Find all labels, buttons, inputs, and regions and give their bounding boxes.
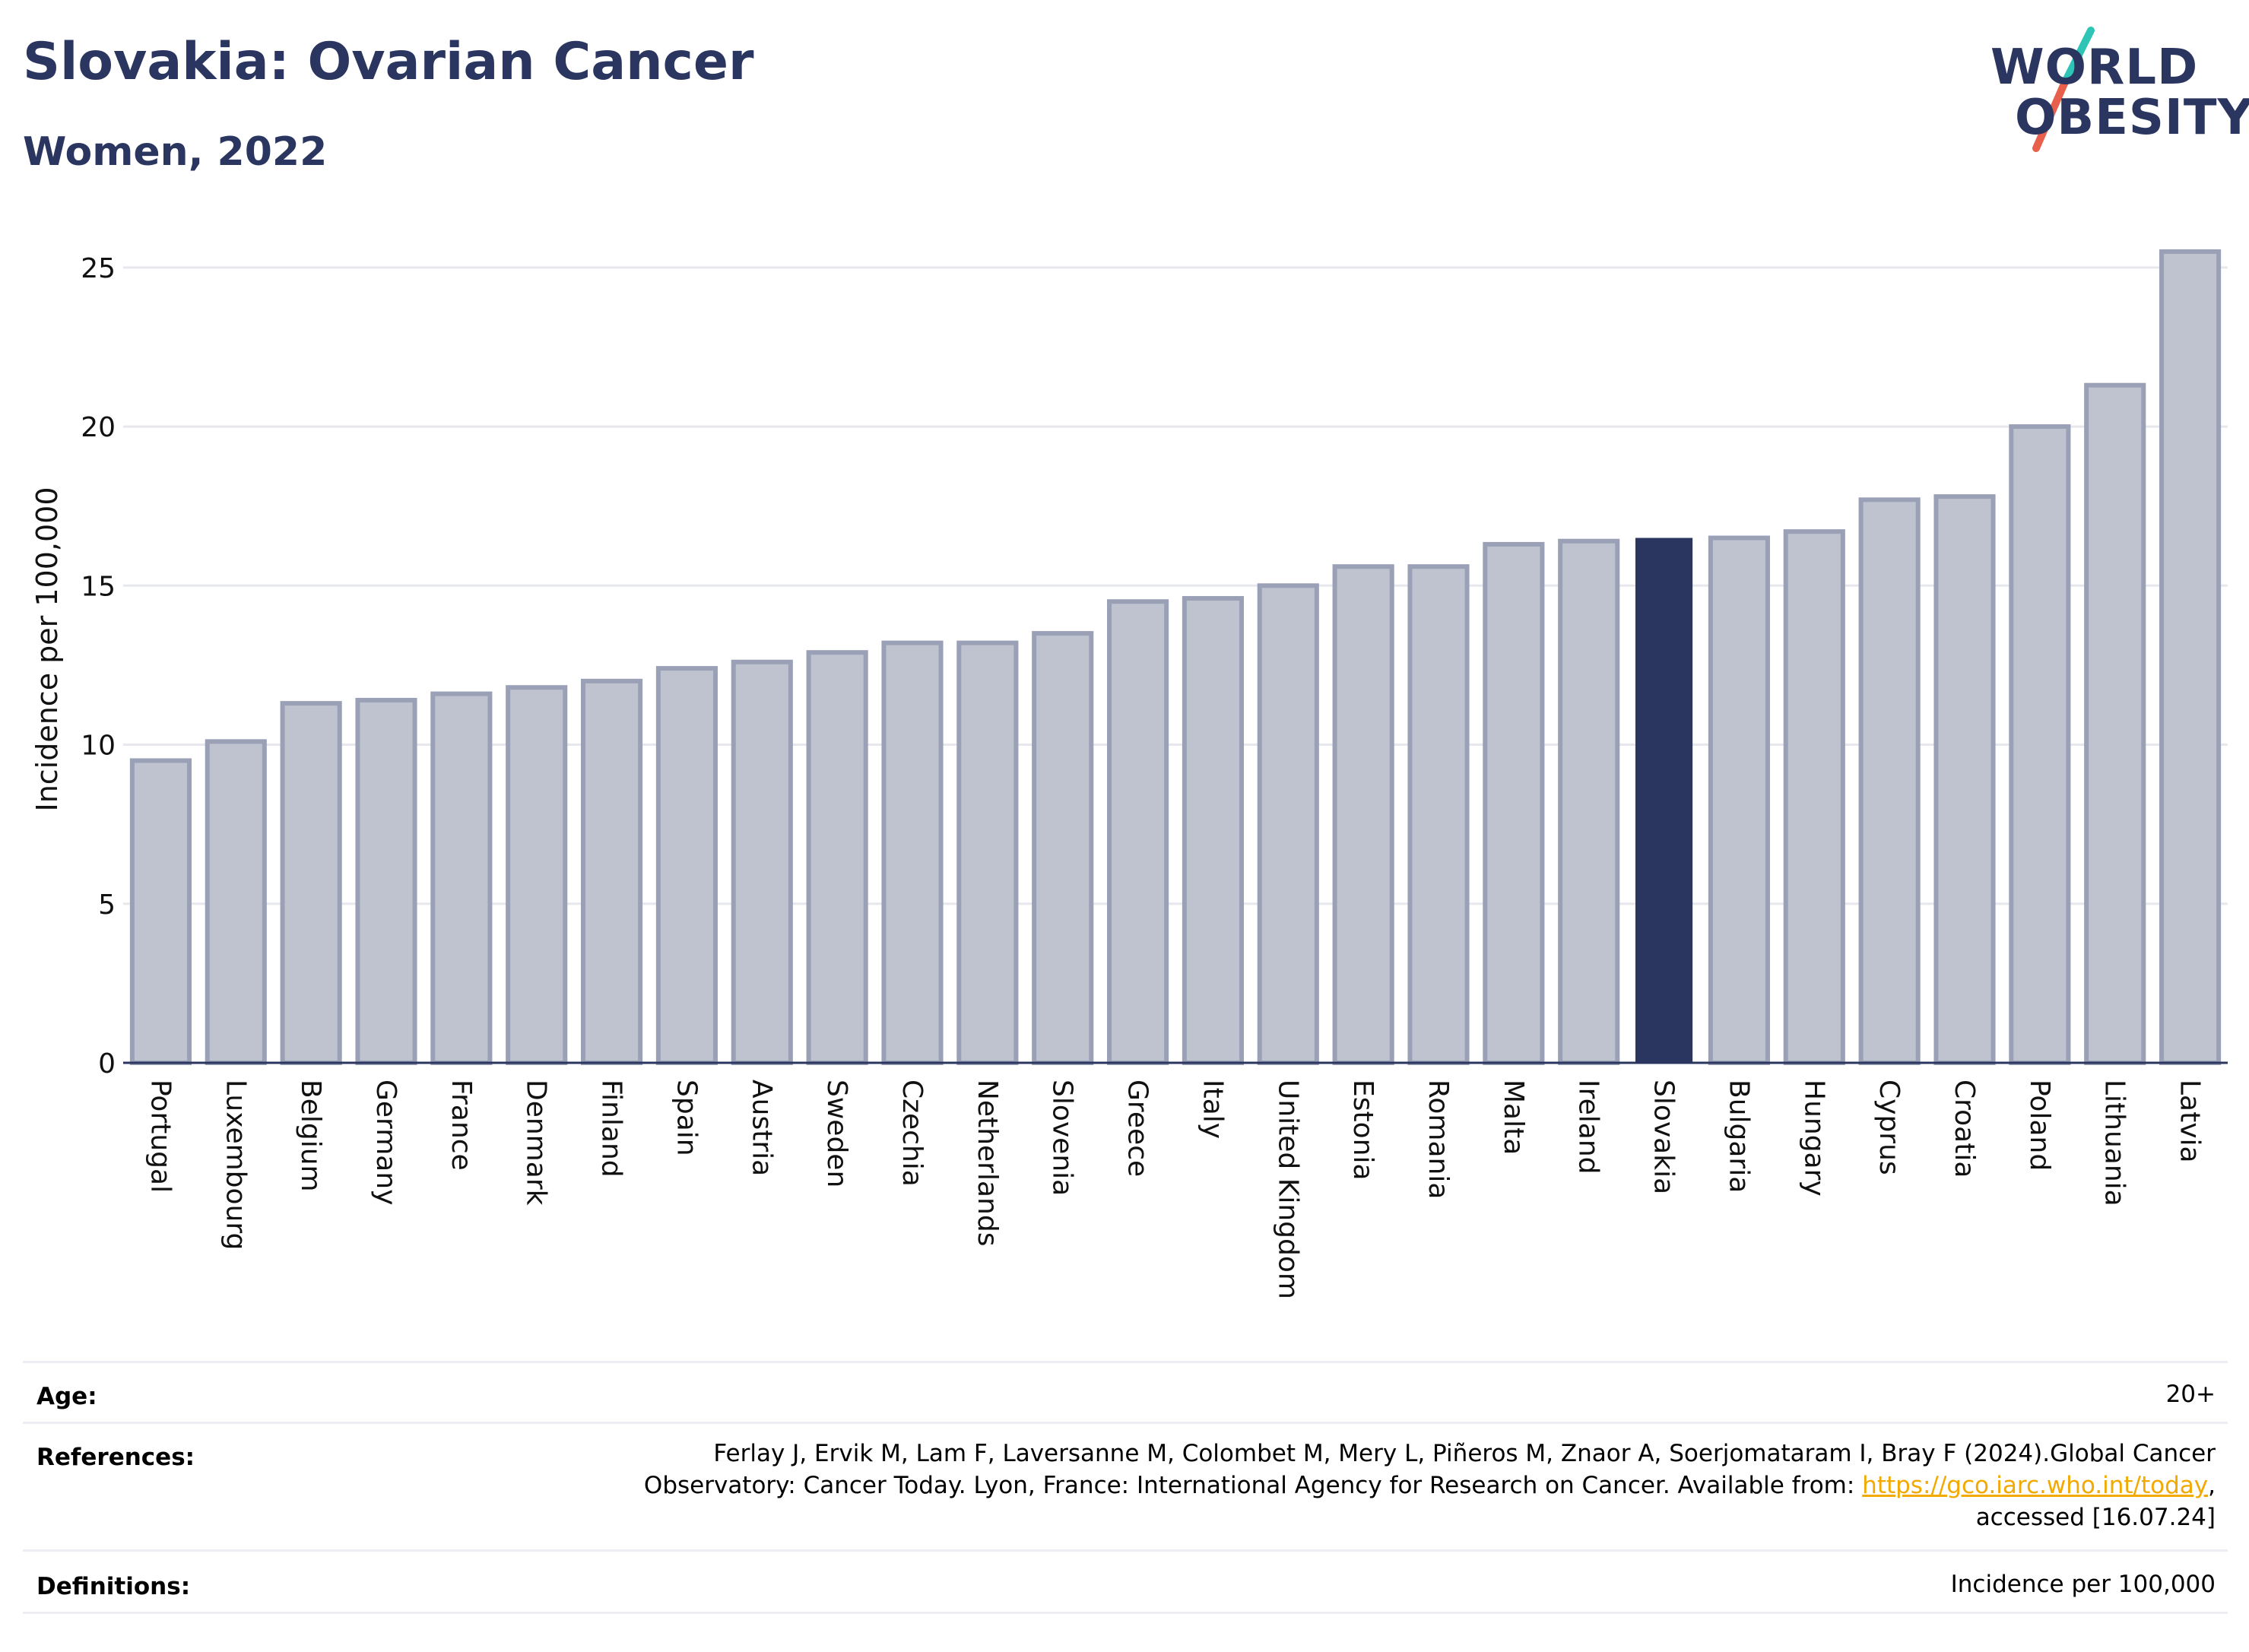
y-tick-label: 0 (98, 1048, 116, 1080)
references-link[interactable]: https://gco.iarc.who.int/today (1862, 1472, 2209, 1499)
x-tick-label: Greece (1122, 1080, 1153, 1177)
info-row-references: References: Ferlay J, Ervik M, Lam F, La… (23, 1422, 2228, 1552)
bar (806, 650, 868, 1065)
y-tick-label: 25 (81, 253, 116, 284)
bar (1032, 631, 1094, 1065)
x-tick-label: United Kingdom (1272, 1080, 1303, 1299)
bar (1558, 538, 1620, 1065)
references-line-2: Observatory: Cancer Today. Lyon, France:… (643, 1472, 2216, 1499)
bar (1257, 583, 1319, 1065)
x-tick-label: Lithuania (2099, 1080, 2130, 1206)
bar (280, 701, 342, 1066)
info-row-end (23, 1612, 2228, 1614)
bar-highlight (1635, 537, 1693, 1063)
info-row-age: Age: 20+ (23, 1361, 2228, 1424)
y-tick-label: 20 (81, 412, 116, 443)
x-tick-label: Bulgaria (1723, 1080, 1754, 1193)
y-tick-label: 10 (81, 731, 116, 762)
logo-word-world: WORLD (1990, 40, 2199, 96)
bar (2009, 424, 2071, 1066)
references-line-3: accessed [16.07.24] (1975, 1504, 2216, 1531)
bar (1483, 541, 1545, 1065)
x-tick-label: Slovakia (1648, 1080, 1680, 1194)
y-axis-label: Incidence per 100,000 (30, 487, 64, 811)
x-tick-label: Belgium (295, 1080, 326, 1192)
chart-title: Slovakia: Ovarian Cancer (23, 32, 754, 92)
bar (1407, 564, 1470, 1065)
x-tick-label: Czechia (896, 1080, 928, 1187)
x-tick-label: Finland (596, 1080, 627, 1178)
definitions-value: Incidence per 100,000 (1950, 1571, 2216, 1598)
bar (205, 739, 267, 1065)
bar (129, 758, 192, 1065)
x-tick-label: Luxembourg (220, 1080, 251, 1250)
x-tick-label: Austria (746, 1080, 777, 1176)
bar (1107, 599, 1169, 1065)
x-tick-label: Croatia (1949, 1080, 1980, 1178)
references-label: References: (36, 1444, 195, 1471)
bar (881, 640, 944, 1065)
age-label: Age: (36, 1383, 97, 1410)
x-tick-label: Romania (1423, 1080, 1454, 1199)
bar (1708, 535, 1770, 1065)
bar (581, 678, 643, 1065)
x-tick-label: Portugal (144, 1080, 176, 1193)
bar (1332, 564, 1394, 1065)
x-tick-label: Sweden (821, 1080, 852, 1187)
y-tick-label: 15 (81, 571, 116, 602)
references-value: Ferlay J, Ervik M, Lam F, Laversanne M, … (644, 1438, 2216, 1533)
x-tick-label: Spain (671, 1080, 702, 1156)
definitions-label: Definitions: (36, 1573, 191, 1600)
x-tick-label: Denmark (521, 1080, 552, 1206)
bar (1182, 596, 1244, 1065)
x-tick-label: Malta (1498, 1080, 1529, 1155)
bar (956, 640, 1019, 1065)
x-tick-label: Germany (370, 1080, 401, 1205)
y-tick-label: 5 (98, 889, 116, 921)
x-tick-label: Poland (2024, 1080, 2055, 1171)
x-tick-label: Italy (1197, 1080, 1228, 1139)
x-tick-label: Slovenia (1047, 1080, 1078, 1196)
logo-word-obesity: OBESITY (2015, 90, 2249, 146)
x-tick-label: Latvia (2174, 1080, 2206, 1163)
x-tick-label: France (446, 1080, 477, 1171)
bar (430, 691, 493, 1065)
bar (355, 697, 417, 1065)
logo-slash-icon (2032, 27, 2095, 152)
x-tick-label: Netherlands (972, 1080, 1003, 1246)
bar (1783, 529, 1845, 1065)
x-tick-label: Cyprus (1873, 1080, 1905, 1175)
references-line-1: Ferlay J, Ervik M, Lam F, Laversanne M, … (713, 1440, 2216, 1467)
bar (506, 685, 568, 1065)
info-row-definitions: Definitions: Incidence per 100,000 (23, 1549, 2228, 1614)
chart-subtitle: Women, 2022 (23, 129, 328, 175)
world-obesity-logo: WORLD OBESITY (1977, 23, 2249, 160)
x-tick-label: Estonia (1347, 1080, 1378, 1181)
x-tick-label: Hungary (1798, 1080, 1829, 1197)
bar-chart: 0 5 10 15 20 25 Portugal Luxembourg Belgium Germa… (30, 249, 2228, 1299)
bar (1858, 497, 1921, 1066)
bar (731, 659, 793, 1065)
bar (2084, 382, 2146, 1065)
x-tick-label: Ireland (1573, 1080, 1604, 1175)
age-value: 20+ (2165, 1381, 2216, 1408)
bar (655, 666, 718, 1065)
bar (1933, 494, 1996, 1065)
bar (2159, 249, 2222, 1065)
